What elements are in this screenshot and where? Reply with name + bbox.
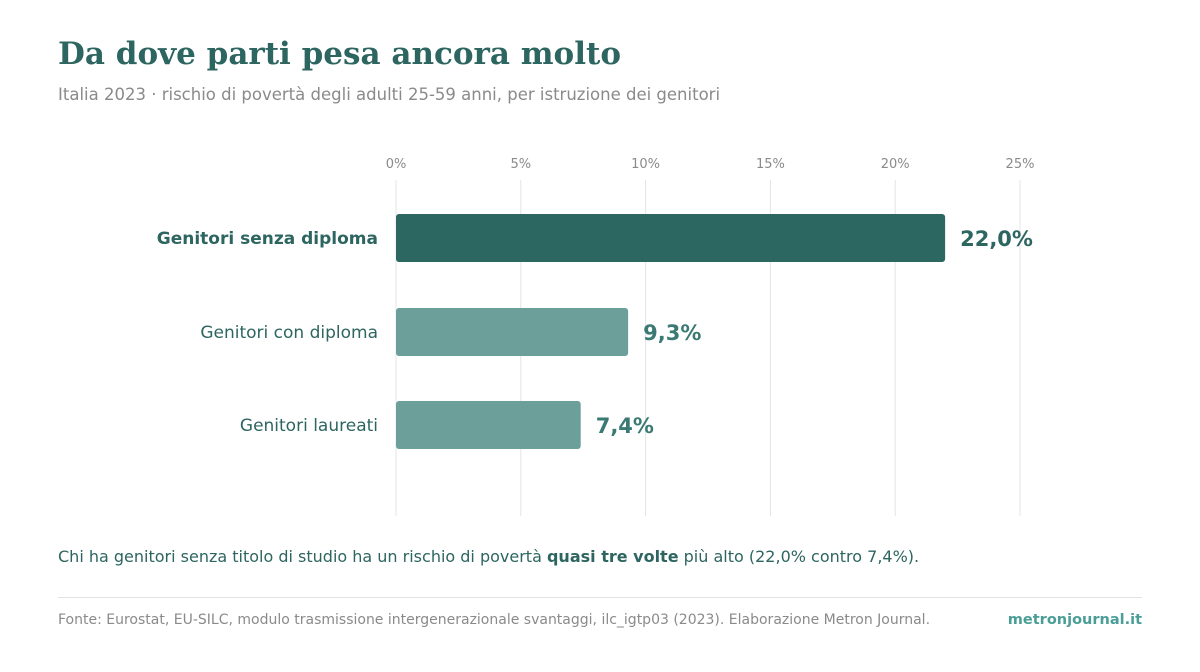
x-tick-label: 20% — [881, 157, 910, 172]
note-text-start: Chi ha genitori senza titolo di studio h… — [58, 547, 547, 566]
chart-subtitle: Italia 2023 · rischio di povertà degli a… — [58, 85, 721, 104]
chart-title: Da dove parti pesa ancora molto — [58, 36, 621, 72]
source-text: Fonte: Eurostat, EU-SILC, modulo trasmis… — [58, 612, 931, 628]
value-label: 22,0% — [960, 227, 1033, 251]
x-tick-label: 15% — [756, 157, 785, 172]
x-tick-label: 0% — [386, 157, 407, 172]
category-label: Genitori con diploma — [200, 323, 378, 343]
note-text-end: più alto (22,0% contro 7,4%). — [678, 547, 920, 566]
footer-divider — [58, 597, 1142, 598]
x-tick-label: 25% — [1006, 157, 1035, 172]
x-tick-label: 10% — [631, 157, 660, 172]
x-tick-label: 5% — [510, 157, 531, 172]
category-label: Genitori laureati — [240, 416, 378, 436]
bar — [396, 308, 629, 356]
bar — [396, 401, 581, 449]
category-label: Genitori senza diploma — [157, 229, 378, 249]
value-label: 7,4% — [596, 414, 654, 438]
brand-link[interactable]: metronjournal.it — [1007, 612, 1142, 628]
bar — [396, 214, 946, 262]
value-label: 9,3% — [643, 321, 701, 345]
chart-note: Chi ha genitori senza titolo di studio h… — [58, 547, 919, 566]
note-emphasis: quasi tre volte — [546, 547, 679, 566]
bar-chart: 0% 5% 10% 15% 20% 25% Genitori senza diploma 22… — [157, 157, 1035, 516]
